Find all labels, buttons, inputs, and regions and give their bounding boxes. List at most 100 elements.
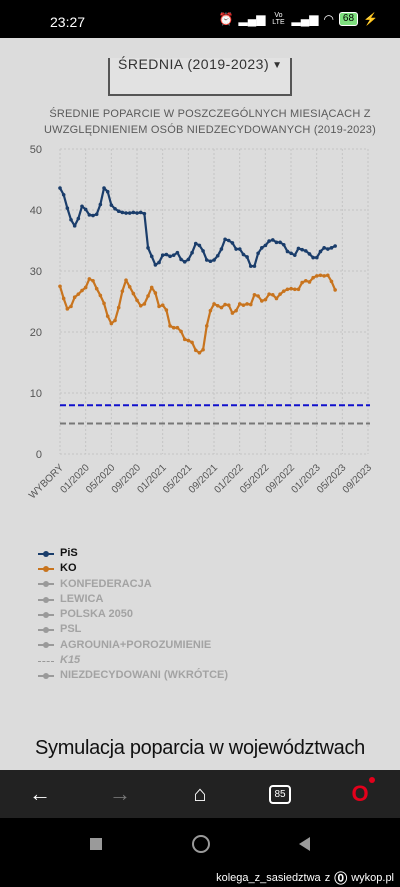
data-point-pis [274,240,279,245]
data-point-pis [311,255,315,260]
series-line-pis [59,186,336,268]
legend-item[interactable]: NIEZDECYDOWANI (WKRÓTCE) [38,668,228,683]
forward-button[interactable]: → [100,774,140,814]
data-point-pis [245,255,249,259]
back-system-button[interactable] [299,837,311,851]
chart-title: ŚREDNIE POPARCIE W POSZCZEGÓLNYCH MIESIĄ… [20,106,400,138]
legend-item[interactable]: K15 [38,653,228,668]
data-point-pis [76,216,81,221]
data-point-ko [193,348,198,353]
data-point-ko [113,318,117,323]
system-nav-bar [0,818,400,870]
watermark-user: kolega_z_sasiedztwa [216,871,321,884]
data-point-pis [91,213,95,218]
data-point-pis [208,259,213,264]
alarm-icon: ⏰ [218,12,234,26]
legend-label: LEWICA [60,592,104,605]
data-point-ko [289,286,293,291]
legend-item[interactable]: AGROUNIA+POROZUMIENIE [38,638,228,653]
data-point-ko [160,303,165,307]
legend-swatch [38,641,54,649]
legend-item[interactable]: PSL [38,622,228,637]
data-point-pis [215,253,220,258]
home-system-button[interactable] [191,835,210,853]
data-point-pis [190,250,194,255]
data-point-ko [98,293,103,298]
data-point-pis [296,246,301,251]
data-point-ko [91,278,95,283]
data-point-ko [322,274,326,278]
data-point-pis [113,206,117,211]
data-point-pis [248,264,253,268]
data-point-pis [98,202,103,207]
data-point-pis [300,247,304,252]
back-button[interactable]: ← [20,774,60,814]
data-point-ko [138,303,143,308]
home-button[interactable]: ⌂ [180,774,220,814]
data-point-pis [142,211,147,216]
data-point-ko [76,292,81,296]
data-point-ko [179,329,183,334]
legend-item[interactable]: POLSKA 2050 [38,607,228,622]
data-point-pis [307,252,312,256]
section-heading: Symulacja poparcia w województwach [35,737,365,759]
data-point-pis [193,241,198,246]
y-tick-label: 20 [30,327,42,339]
data-point-pis [326,247,330,251]
data-point-pis [212,258,216,262]
opera-menu-button[interactable]: O [340,774,380,814]
data-point-ko [201,347,205,352]
data-point-ko [241,303,246,307]
legend-item[interactable]: KO [38,561,228,576]
data-point-pis [65,206,70,210]
watermark-site: wykop.pl [351,871,394,884]
data-point-ko [215,303,220,308]
data-point-ko [248,302,253,307]
legend-item[interactable]: KONFEDERACJA [38,577,228,592]
data-point-ko [146,294,150,298]
data-point-pis [223,237,227,242]
data-point-ko [223,302,227,307]
browser-nav-bar: ← → ⌂ 85 O [0,770,400,818]
data-point-ko [197,350,202,355]
data-point-pis [138,210,143,215]
data-point-ko [149,285,154,290]
legend-item[interactable]: PiS [38,546,228,561]
data-point-pis [131,210,136,215]
chart-title-line-2: UWZGLĘDNIENIEM OSÓB NIEDZECYDOWANYCH (20… [44,124,376,136]
data-point-ko [102,301,106,306]
data-point-ko [307,280,312,284]
signal-icon: ▂▄▆ [238,12,266,26]
data-point-pis [72,224,77,228]
data-point-pis [219,247,224,251]
x-tick-label: 09/2023 [341,462,375,496]
data-point-ko [278,292,282,296]
period-dropdown-label: ŚREDNIA (2019-2023) [118,56,270,72]
legend-label: NIEZDECYDOWANI (WKRÓTCE) [60,669,229,682]
legend-swatch [38,626,54,634]
chart-title-line-1: ŚREDNIE POPARCIE W POSZCZEGÓLNYCH MIESIĄ… [49,108,371,120]
period-dropdown[interactable]: ŚREDNIA (2019-2023) ▼ [108,56,292,96]
data-point-ko [234,308,238,313]
status-bar: 23:27 ⏰ ▂▄▆ Vo LTE ▂▄▆ ◠ 68 ⚡ [0,0,400,40]
recents-button[interactable] [89,838,102,850]
data-point-ko [245,302,249,306]
data-point-ko [333,288,337,292]
data-point-ko [190,340,194,345]
data-point-ko [127,285,132,289]
data-point-ko [281,289,286,293]
arrow-left-icon: ← [29,781,51,806]
data-point-pis [186,257,191,262]
tabs-button[interactable]: 85 [260,774,300,814]
data-point-pis [237,247,242,251]
data-point-ko [311,275,315,280]
data-point-pis [171,253,176,257]
data-point-pis [333,244,337,248]
data-point-ko [270,292,275,297]
home-icon: ⌂ [193,781,207,806]
data-point-ko [256,294,260,298]
data-point-ko [124,278,128,282]
legend-item[interactable]: LEWICA [38,592,228,607]
legend-swatch [38,611,54,619]
data-point-ko [109,321,114,326]
